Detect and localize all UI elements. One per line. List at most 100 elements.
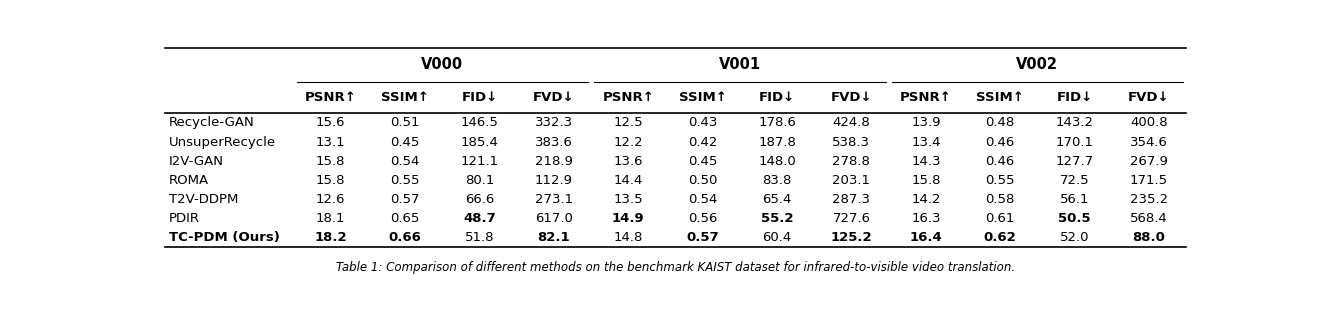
Text: 400.8: 400.8 (1131, 116, 1168, 130)
Text: V000: V000 (422, 57, 464, 72)
Text: FID↓: FID↓ (461, 91, 498, 104)
Text: 16.4: 16.4 (909, 231, 942, 244)
Text: 187.8: 187.8 (758, 136, 796, 149)
Text: Recycle-GAN: Recycle-GAN (169, 116, 254, 130)
Text: T2V-DDPM: T2V-DDPM (169, 193, 239, 206)
Text: Table 1: Comparison of different methods on the benchmark KAIST dataset for infr: Table 1: Comparison of different methods… (336, 261, 1015, 274)
Text: ROMA: ROMA (169, 174, 210, 187)
Text: PDIR: PDIR (169, 212, 200, 225)
Text: 13.4: 13.4 (911, 136, 941, 149)
Text: 218.9: 218.9 (535, 155, 573, 168)
Text: 14.8: 14.8 (614, 231, 643, 244)
Text: 170.1: 170.1 (1056, 136, 1094, 149)
Text: 88.0: 88.0 (1132, 231, 1165, 244)
Text: FVD↓: FVD↓ (532, 91, 575, 104)
Text: 0.46: 0.46 (986, 155, 1015, 168)
Text: 0.42: 0.42 (688, 136, 717, 149)
Text: 0.45: 0.45 (688, 155, 717, 168)
Text: 185.4: 185.4 (460, 136, 498, 149)
Text: 55.2: 55.2 (760, 212, 793, 225)
Text: 13.5: 13.5 (613, 193, 643, 206)
Text: 72.5: 72.5 (1060, 174, 1090, 187)
Text: 0.55: 0.55 (986, 174, 1015, 187)
Text: 18.1: 18.1 (316, 212, 345, 225)
Text: 148.0: 148.0 (758, 155, 796, 168)
Text: 0.50: 0.50 (688, 174, 717, 187)
Text: 80.1: 80.1 (465, 174, 494, 187)
Text: 16.3: 16.3 (911, 212, 941, 225)
Text: 50.5: 50.5 (1058, 212, 1091, 225)
Text: SSIM↑: SSIM↑ (977, 91, 1024, 104)
Text: 83.8: 83.8 (762, 174, 792, 187)
Text: 12.6: 12.6 (316, 193, 345, 206)
Text: 12.5: 12.5 (613, 116, 643, 130)
Text: 273.1: 273.1 (535, 193, 573, 206)
Text: 171.5: 171.5 (1130, 174, 1168, 187)
Text: 0.66: 0.66 (389, 231, 422, 244)
Text: 0.56: 0.56 (688, 212, 717, 225)
Text: 14.4: 14.4 (614, 174, 643, 187)
Text: 354.6: 354.6 (1130, 136, 1168, 149)
Text: SSIM↑: SSIM↑ (679, 91, 726, 104)
Text: 0.62: 0.62 (983, 231, 1016, 244)
Text: V001: V001 (718, 57, 760, 72)
Text: 15.8: 15.8 (911, 174, 941, 187)
Text: 0.65: 0.65 (390, 212, 419, 225)
Text: 332.3: 332.3 (535, 116, 573, 130)
Text: 18.2: 18.2 (314, 231, 347, 244)
Text: UnsuperRecycle: UnsuperRecycle (169, 136, 275, 149)
Text: I2V-GAN: I2V-GAN (169, 155, 224, 168)
Text: 617.0: 617.0 (535, 212, 573, 225)
Text: 0.45: 0.45 (390, 136, 419, 149)
Text: SSIM↑: SSIM↑ (381, 91, 428, 104)
Text: 14.2: 14.2 (911, 193, 941, 206)
Text: 14.3: 14.3 (911, 155, 941, 168)
Text: 65.4: 65.4 (762, 193, 792, 206)
Text: 112.9: 112.9 (535, 174, 573, 187)
Text: 127.7: 127.7 (1056, 155, 1094, 168)
Text: 0.57: 0.57 (687, 231, 718, 244)
Text: 56.1: 56.1 (1060, 193, 1090, 206)
Text: 287.3: 287.3 (833, 193, 870, 206)
Text: 424.8: 424.8 (833, 116, 870, 130)
Text: 51.8: 51.8 (465, 231, 494, 244)
Text: 15.8: 15.8 (316, 174, 345, 187)
Text: 48.7: 48.7 (463, 212, 496, 225)
Text: 0.58: 0.58 (986, 193, 1015, 206)
Text: 0.57: 0.57 (390, 193, 420, 206)
Text: FID↓: FID↓ (1057, 91, 1093, 104)
Text: FVD↓: FVD↓ (1128, 91, 1170, 104)
Text: 538.3: 538.3 (833, 136, 870, 149)
Text: 82.1: 82.1 (538, 231, 571, 244)
Text: 727.6: 727.6 (833, 212, 870, 225)
Text: PSNR↑: PSNR↑ (304, 91, 357, 104)
Text: 15.6: 15.6 (316, 116, 345, 130)
Text: 0.54: 0.54 (390, 155, 419, 168)
Text: 121.1: 121.1 (460, 155, 498, 168)
Text: 146.5: 146.5 (460, 116, 498, 130)
Text: TC-PDM (Ours): TC-PDM (Ours) (169, 231, 279, 244)
Text: 66.6: 66.6 (465, 193, 494, 206)
Text: PSNR↑: PSNR↑ (900, 91, 952, 104)
Text: FVD↓: FVD↓ (830, 91, 873, 104)
Text: 0.46: 0.46 (986, 136, 1015, 149)
Text: 13.6: 13.6 (613, 155, 643, 168)
Text: 0.61: 0.61 (986, 212, 1015, 225)
Text: 278.8: 278.8 (833, 155, 870, 168)
Text: 52.0: 52.0 (1060, 231, 1090, 244)
Text: 12.2: 12.2 (613, 136, 643, 149)
Text: 125.2: 125.2 (830, 231, 873, 244)
Text: 568.4: 568.4 (1130, 212, 1168, 225)
Text: 0.43: 0.43 (688, 116, 717, 130)
Text: 267.9: 267.9 (1130, 155, 1168, 168)
Text: 14.9: 14.9 (612, 212, 645, 225)
Text: 0.55: 0.55 (390, 174, 420, 187)
Text: 143.2: 143.2 (1056, 116, 1094, 130)
Text: 60.4: 60.4 (762, 231, 792, 244)
Text: V002: V002 (1016, 57, 1058, 72)
Text: PSNR↑: PSNR↑ (602, 91, 654, 104)
Text: 178.6: 178.6 (758, 116, 796, 130)
Text: 383.6: 383.6 (535, 136, 573, 149)
Text: 0.54: 0.54 (688, 193, 717, 206)
Text: 15.8: 15.8 (316, 155, 345, 168)
